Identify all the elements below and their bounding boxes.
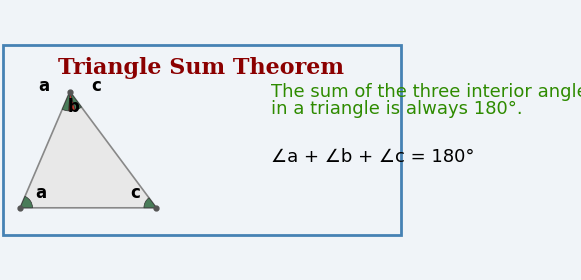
Wedge shape bbox=[144, 198, 156, 208]
Wedge shape bbox=[70, 92, 81, 110]
Text: a: a bbox=[35, 184, 46, 202]
Wedge shape bbox=[62, 92, 70, 111]
FancyBboxPatch shape bbox=[3, 45, 401, 235]
Wedge shape bbox=[20, 196, 33, 208]
Text: ∠a + ∠b + ∠c = 180°: ∠a + ∠b + ∠c = 180° bbox=[271, 148, 474, 166]
Wedge shape bbox=[69, 92, 76, 111]
Polygon shape bbox=[20, 92, 156, 208]
Text: Triangle Sum Theorem: Triangle Sum Theorem bbox=[58, 57, 345, 79]
Text: c: c bbox=[91, 77, 101, 95]
Text: The sum of the three interior angles: The sum of the three interior angles bbox=[271, 83, 581, 101]
Text: in a triangle is always 180°.: in a triangle is always 180°. bbox=[271, 100, 522, 118]
Text: a: a bbox=[38, 77, 49, 95]
Text: c: c bbox=[131, 184, 141, 202]
Text: b: b bbox=[67, 98, 79, 116]
